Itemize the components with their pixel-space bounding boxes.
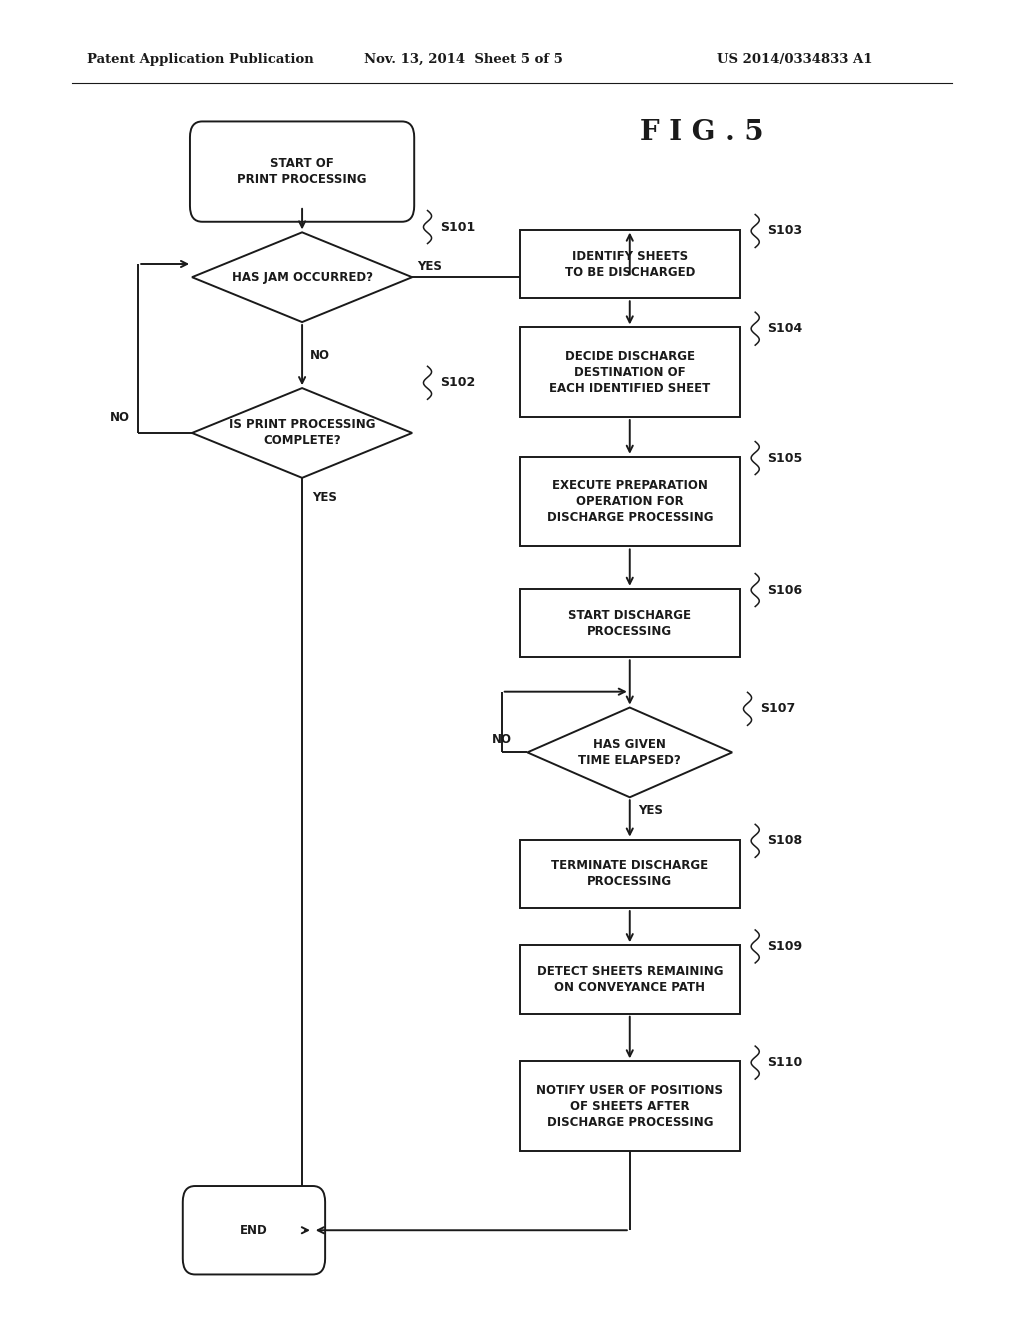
Text: S102: S102 — [440, 376, 475, 389]
Text: NOTIFY USER OF POSITIONS
OF SHEETS AFTER
DISCHARGE PROCESSING: NOTIFY USER OF POSITIONS OF SHEETS AFTER… — [537, 1084, 723, 1129]
Text: NO: NO — [492, 733, 512, 746]
Text: Nov. 13, 2014  Sheet 5 of 5: Nov. 13, 2014 Sheet 5 of 5 — [364, 53, 562, 66]
Text: S109: S109 — [768, 940, 803, 953]
Text: YES: YES — [418, 260, 442, 273]
Text: YES: YES — [638, 804, 663, 817]
Text: S110: S110 — [768, 1056, 803, 1069]
Text: S103: S103 — [768, 224, 803, 238]
Text: Patent Application Publication: Patent Application Publication — [87, 53, 313, 66]
Text: S101: S101 — [440, 220, 475, 234]
Text: S108: S108 — [768, 834, 803, 847]
Text: DECIDE DISCHARGE
DESTINATION OF
EACH IDENTIFIED SHEET: DECIDE DISCHARGE DESTINATION OF EACH IDE… — [549, 350, 711, 395]
Bar — [519, 457, 739, 546]
Text: HAS GIVEN
TIME ELAPSED?: HAS GIVEN TIME ELAPSED? — [579, 738, 681, 767]
Text: EXECUTE PREPARATION
OPERATION FOR
DISCHARGE PROCESSING: EXECUTE PREPARATION OPERATION FOR DISCHA… — [547, 479, 713, 524]
FancyBboxPatch shape — [189, 121, 414, 222]
Polygon shape — [193, 232, 412, 322]
Text: S106: S106 — [768, 583, 803, 597]
Bar — [519, 945, 739, 1014]
Text: START DISCHARGE
PROCESSING: START DISCHARGE PROCESSING — [568, 609, 691, 638]
Text: HAS JAM OCCURRED?: HAS JAM OCCURRED? — [231, 271, 373, 284]
Text: IDENTIFY SHEETS
TO BE DISCHARGED: IDENTIFY SHEETS TO BE DISCHARGED — [564, 249, 695, 279]
Text: S107: S107 — [760, 702, 795, 715]
Polygon shape — [193, 388, 412, 478]
Text: F I G . 5: F I G . 5 — [640, 119, 763, 145]
Text: NO: NO — [310, 348, 331, 362]
Polygon shape — [527, 708, 732, 797]
Text: END: END — [240, 1224, 268, 1237]
Text: S104: S104 — [768, 322, 803, 335]
Text: NO: NO — [110, 411, 130, 424]
Bar — [519, 230, 739, 298]
Bar — [519, 589, 739, 657]
Bar — [519, 1061, 739, 1151]
Text: S105: S105 — [768, 451, 803, 465]
Text: US 2014/0334833 A1: US 2014/0334833 A1 — [717, 53, 872, 66]
Bar — [519, 840, 739, 908]
Text: TERMINATE DISCHARGE
PROCESSING: TERMINATE DISCHARGE PROCESSING — [551, 859, 709, 888]
Bar — [519, 327, 739, 417]
Text: DETECT SHEETS REMAINING
ON CONVEYANCE PATH: DETECT SHEETS REMAINING ON CONVEYANCE PA… — [537, 965, 723, 994]
Text: IS PRINT PROCESSING
COMPLETE?: IS PRINT PROCESSING COMPLETE? — [228, 418, 376, 447]
Text: YES: YES — [312, 491, 337, 504]
Text: START OF
PRINT PROCESSING: START OF PRINT PROCESSING — [238, 157, 367, 186]
FancyBboxPatch shape — [182, 1185, 326, 1275]
